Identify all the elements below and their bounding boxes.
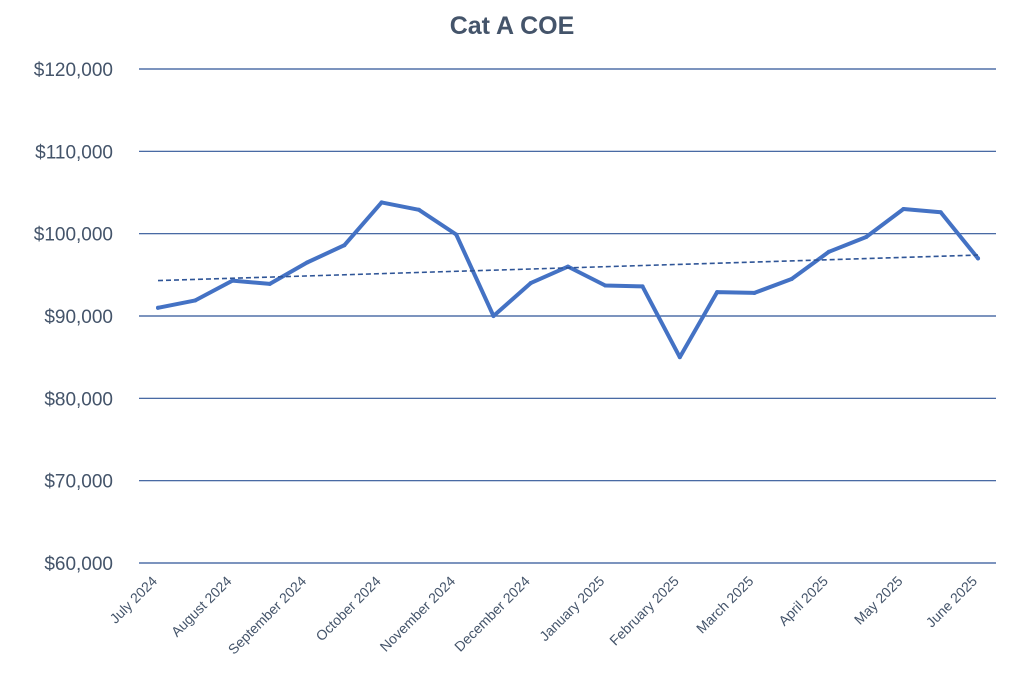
data-point <box>156 305 160 310</box>
x-tick-label: March 2025 <box>693 573 757 637</box>
y-tick-label: $70,000 <box>44 472 113 493</box>
data-point <box>901 206 906 211</box>
x-tick-label: February 2025 <box>606 573 682 649</box>
data-point <box>640 284 645 289</box>
y-tick-label: $110,000 <box>35 142 113 163</box>
data-point <box>305 260 310 265</box>
data-point <box>677 355 682 360</box>
x-tick-label: July 2024 <box>106 573 160 627</box>
y-tick-label: $90,000 <box>44 307 113 328</box>
x-tick-label: August 2024 <box>168 573 235 640</box>
data-point <box>342 243 347 248</box>
x-tick-label: December 2024 <box>451 573 533 655</box>
x-tick-label: November 2024 <box>377 573 459 655</box>
data-point <box>379 200 384 205</box>
x-tick-label: June 2025 <box>923 573 981 631</box>
data-point <box>826 249 831 254</box>
data-point <box>267 281 272 286</box>
trendline <box>157 254 979 282</box>
x-tick-label: October 2024 <box>312 573 383 644</box>
data-point <box>230 278 235 283</box>
y-tick-label: $60,000 <box>44 554 113 575</box>
x-tick-label: January 2025 <box>536 573 607 644</box>
data-point <box>715 290 720 295</box>
data-point <box>193 298 198 303</box>
chart-title: Cat A COE <box>449 12 575 40</box>
x-tick-label: May 2025 <box>851 573 906 628</box>
data-point <box>789 276 794 281</box>
data-point <box>454 232 459 237</box>
series-line <box>156 200 980 360</box>
y-tick-label: $120,000 <box>34 60 113 81</box>
data-point <box>938 210 943 215</box>
data-point <box>416 207 421 212</box>
data-point <box>491 314 496 318</box>
y-tick-label: $80,000 <box>44 389 113 410</box>
data-point <box>752 290 757 295</box>
data-point <box>528 281 533 286</box>
x-tick-label: April 2025 <box>775 573 831 629</box>
data-point <box>976 256 980 261</box>
y-tick-label: $100,000 <box>34 225 113 246</box>
x-tick-label: September 2024 <box>225 573 310 658</box>
data-point <box>603 283 608 288</box>
data-point <box>864 234 869 239</box>
